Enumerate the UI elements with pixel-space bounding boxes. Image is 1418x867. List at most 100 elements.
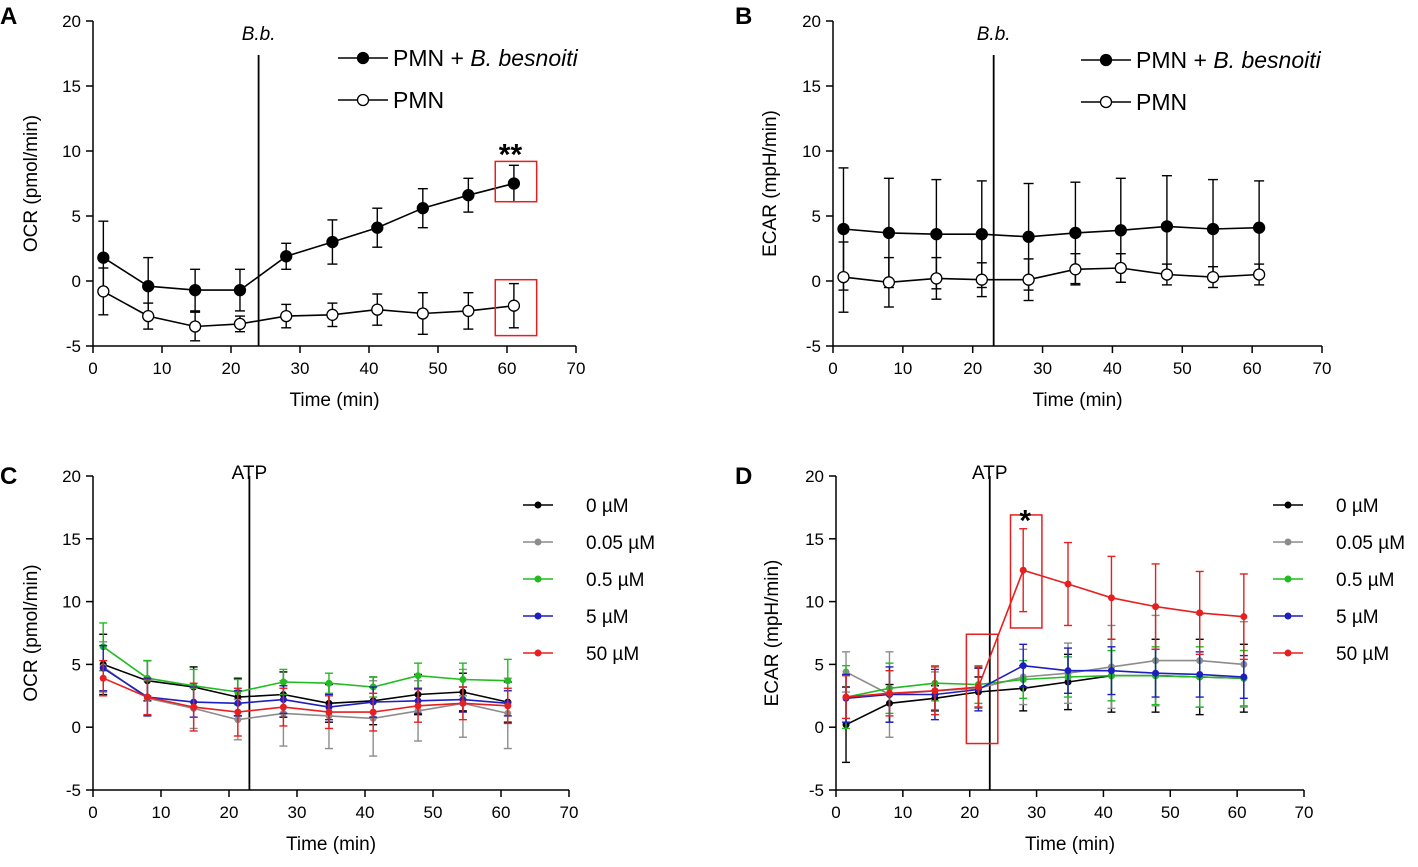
y-tick-label: 15 [62, 77, 81, 96]
data-point [459, 675, 467, 683]
data-point [975, 228, 988, 241]
x-axis-label: Time (min) [1032, 390, 1122, 411]
data-point [1196, 670, 1204, 678]
x-tick-label: 60 [1228, 803, 1247, 822]
legend-marker [534, 649, 542, 657]
data-point [1019, 566, 1027, 574]
x-tick-label: 0 [831, 803, 840, 822]
legend-label: 50 µM [586, 644, 639, 665]
data-point [326, 308, 339, 321]
series-line [102, 667, 508, 708]
series-2 [842, 613, 1248, 738]
legend-label-text: PMN + [393, 45, 470, 71]
y-tick-label: 10 [802, 142, 821, 161]
data-point [462, 189, 475, 202]
data-point [1064, 667, 1072, 675]
x-tick-label: 40 [1094, 803, 1113, 822]
data-point [97, 251, 110, 264]
data-point [1240, 673, 1248, 681]
data-point [1022, 230, 1035, 243]
x-tick-label: 40 [360, 359, 379, 378]
panel-d: D -5 0 5 10 15 20 0 10 20 30 40 50 60 70 Time (min) ECAR… [735, 463, 1405, 855]
data-point [190, 703, 198, 711]
event-label: ATP [232, 463, 268, 484]
data-point [325, 679, 333, 687]
legend-entry: 0 µM [1273, 496, 1379, 517]
series-line [102, 646, 508, 693]
highlight-box [494, 160, 538, 203]
event-label: ATP [972, 463, 1008, 484]
y-tick-label: 0 [812, 272, 821, 291]
series-line [102, 182, 515, 291]
x-axis-label: Time (min) [286, 834, 376, 855]
y-tick-label: 0 [815, 718, 824, 737]
x-axis-label: Time (min) [1025, 834, 1115, 855]
y-tick-label: 15 [805, 530, 824, 549]
x-tick-label: 60 [492, 803, 511, 822]
data-point [974, 683, 982, 691]
y-tick-label: 20 [62, 467, 81, 486]
event-label: B.b. [242, 24, 276, 45]
legend-label-italic: B. besnoiti [1213, 47, 1321, 73]
y-axis-label: OCR (pmol/min) [21, 115, 42, 252]
y-axis-label: ECAR (mpH/min) [760, 110, 781, 257]
legend-entry: 5 µM [523, 607, 629, 628]
legend-marker [356, 51, 370, 65]
legend-entry: 0.5 µM [1273, 570, 1394, 591]
y-tick-label: 0 [72, 718, 81, 737]
data-point [1252, 221, 1266, 234]
x-axis-label: Time (min) [289, 390, 379, 411]
data-point [279, 678, 287, 686]
series-2 [837, 241, 1266, 313]
data-point [1252, 268, 1266, 281]
series-line [845, 569, 1244, 698]
data-point [1160, 268, 1174, 281]
panel-letter: C [0, 463, 17, 490]
x-tick-label: 0 [88, 803, 97, 822]
legend-entry: 0.05 µM [523, 533, 655, 554]
y-tick-label: 0 [72, 272, 81, 291]
significance-mark: * [1019, 505, 1031, 538]
data-point [279, 703, 287, 711]
x-tick-label: 60 [1243, 359, 1262, 378]
legend-marker [1099, 95, 1113, 109]
series-line [102, 663, 508, 705]
series-line [102, 677, 508, 713]
legend-label: 50 µM [1336, 644, 1389, 665]
x-tick-label: 30 [291, 359, 310, 378]
data-point [1240, 613, 1248, 621]
legend-label-italic: B. besnoiti [470, 45, 578, 71]
y-tick-label: 15 [802, 77, 821, 96]
data-point [1107, 594, 1115, 602]
legend-label: PMN [1136, 89, 1187, 115]
data-point [1069, 226, 1082, 240]
data-point [1069, 263, 1082, 276]
legend-label: 0.05 µM [586, 533, 655, 554]
y-tick-label: 20 [805, 467, 824, 486]
x-tick-label: 50 [1161, 803, 1180, 822]
legend-label-text: PMN [393, 87, 444, 113]
data-point [369, 708, 377, 716]
data-point [1114, 224, 1127, 237]
panel-c: C -5 0 5 10 15 20 0 10 20 30 40 50 60 70 Time (min) OCR … [0, 463, 655, 855]
legend-label: PMN + B. besnoiti [393, 45, 579, 71]
legend-label: PMN + B. besnoiti [1136, 47, 1322, 73]
x-tick-label: 70 [567, 359, 586, 378]
data-point [1152, 669, 1160, 677]
legend-entry: PMN [338, 87, 444, 113]
x-tick-label: 10 [893, 359, 912, 378]
y-tick-label: 20 [62, 12, 81, 31]
data-point [459, 699, 467, 707]
series-line [843, 225, 1260, 238]
data-point [142, 280, 155, 293]
data-point [1022, 273, 1035, 286]
series-1 [99, 633, 512, 726]
legend-entry: 0.05 µM [1273, 533, 1405, 554]
x-tick-label: 70 [1313, 359, 1332, 378]
legend-label: PMN [393, 87, 444, 113]
y-tick-label: 10 [62, 142, 81, 161]
data-point [234, 708, 242, 716]
legend-entry: 0.5 µM [523, 570, 644, 591]
legend-label: 5 µM [1336, 607, 1379, 628]
